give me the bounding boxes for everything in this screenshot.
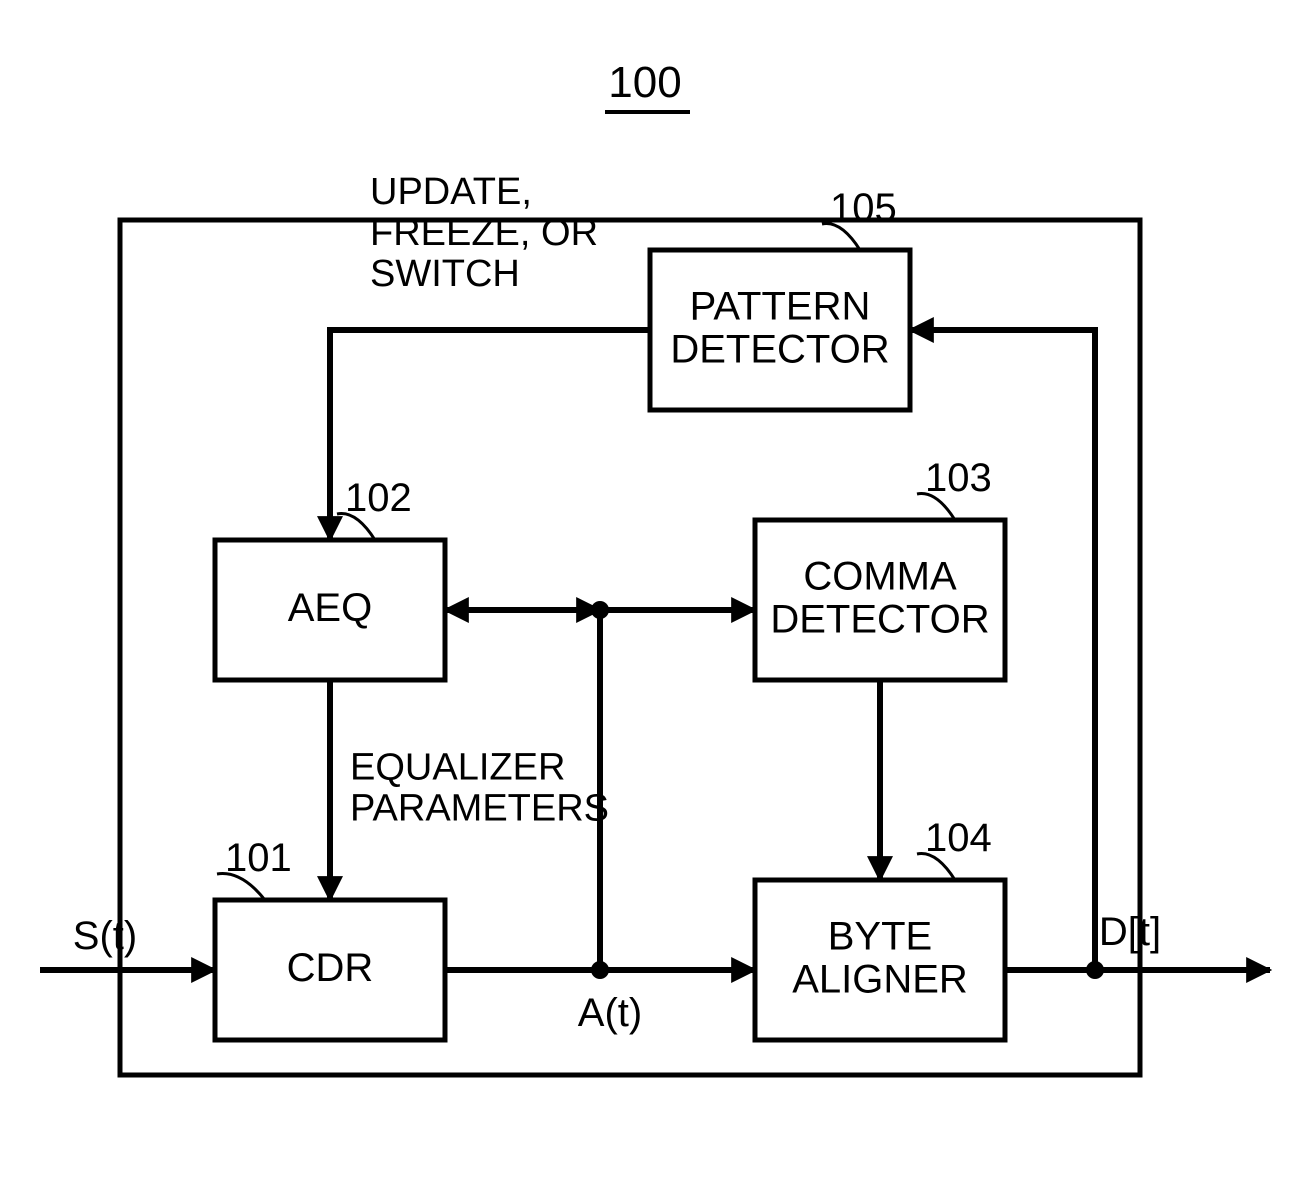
block-diagram: 100CDRAEQCOMMADETECTORBYTEALIGNERPATTERN…	[0, 0, 1307, 1200]
cdr-ref: 101	[225, 836, 292, 880]
signal-output: D[t]	[1099, 910, 1161, 954]
signal-input: S(t)	[73, 914, 137, 958]
figure-number: 100	[608, 58, 681, 107]
pattern-ref: 105	[830, 186, 897, 230]
aligner-ref: 104	[925, 816, 992, 860]
label-feedback: UPDATE,FREEZE, ORSWITCH	[370, 171, 598, 295]
label-params: EQUALIZERPARAMETERS	[350, 747, 609, 830]
cdr-label: CDR	[287, 946, 374, 990]
pattern-label: PATTERNDETECTOR	[670, 284, 889, 371]
comma-ref: 103	[925, 456, 992, 500]
aeq-label: AEQ	[288, 586, 372, 630]
aeq-ref: 102	[345, 476, 412, 520]
signal-mid: A(t)	[578, 991, 642, 1035]
